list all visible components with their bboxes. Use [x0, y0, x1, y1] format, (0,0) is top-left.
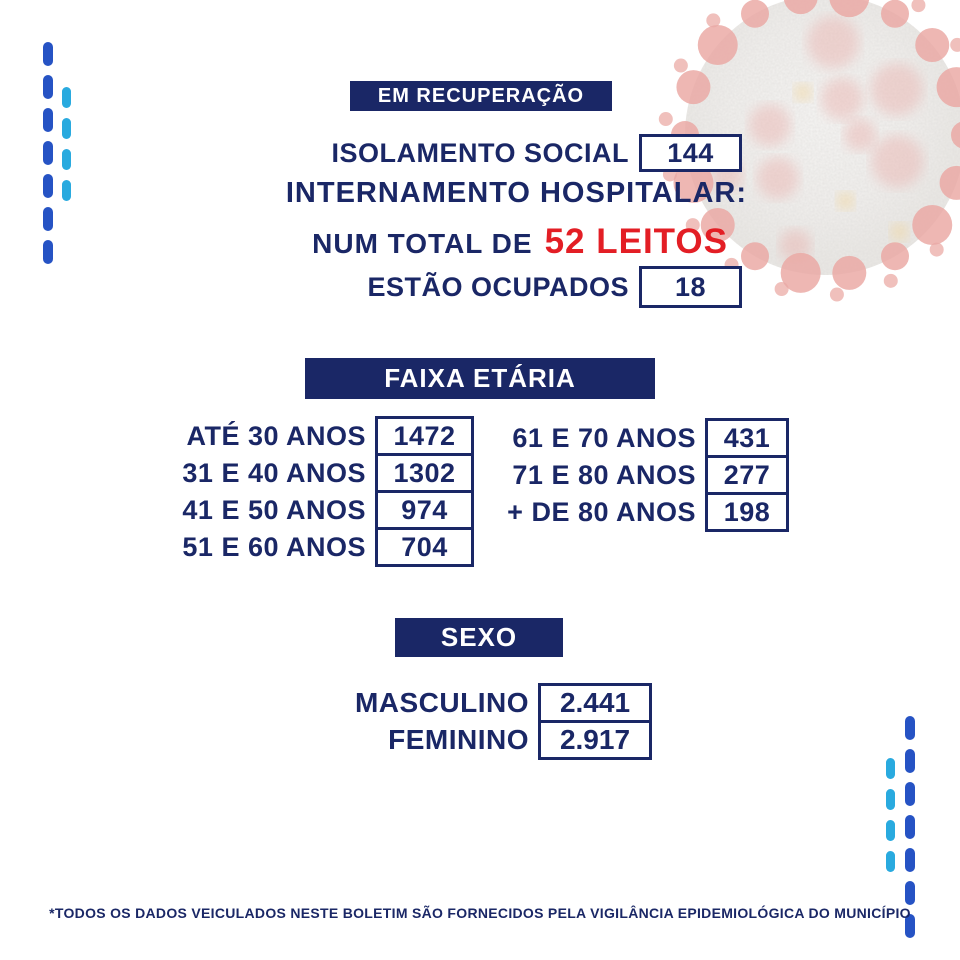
- age-label: 51 E 60 ANOS: [182, 531, 366, 562]
- sex-row: MASCULINO 2.441: [355, 683, 652, 723]
- sex-row: FEMININO 2.917: [388, 720, 652, 760]
- isolamento-social-label: ISOLAMENTO SOCIAL: [331, 137, 629, 168]
- dashed-line-decoration-bottom-right-dark: [905, 716, 915, 947]
- stat-row-estao-ocupados: ESTÃO OCUPADOS 18: [367, 266, 742, 308]
- total-leitos-prefix: NUM TOTAL DE: [312, 228, 533, 259]
- age-value-box: 431: [705, 418, 789, 458]
- total-leitos-highlight: 52 LEITOS: [544, 222, 728, 261]
- age-row: 71 E 80 ANOS 277: [470, 455, 789, 495]
- sex-label: FEMININO: [388, 724, 529, 755]
- isolamento-social-value-box: 144: [639, 134, 742, 172]
- age-value-box: 704: [375, 527, 474, 567]
- age-row: + DE 80 ANOS 198: [470, 492, 789, 532]
- age-label: 71 E 80 ANOS: [512, 459, 696, 490]
- age-label: 41 E 50 ANOS: [182, 494, 366, 525]
- age-value-box: 974: [375, 490, 474, 530]
- sex-value-box: 2.441: [538, 683, 652, 723]
- sex-label: MASCULINO: [354, 687, 529, 718]
- age-label: 31 E 40 ANOS: [182, 457, 366, 488]
- sex-value-box: 2.917: [538, 720, 652, 760]
- section-banner-em-recuperacao: EM RECUPERAÇÃO: [350, 81, 612, 111]
- age-value-box: 277: [705, 455, 789, 495]
- internamento-hospitalar-heading: INTERNAMENTO HOSPITALAR:: [285, 177, 747, 209]
- total-leitos-line: NUM TOTAL DE 52 LEITOS: [312, 222, 728, 262]
- age-row: 51 E 60 ANOS 704: [140, 527, 474, 567]
- age-row: ATÉ 30 ANOS 1472: [140, 416, 474, 456]
- estao-ocupados-label: ESTÃO OCUPADOS: [367, 271, 629, 302]
- stat-row-isolamento-social: ISOLAMENTO SOCIAL 144: [331, 134, 742, 172]
- section-banner-faixa-etaria: FAIXA ETÁRIA: [305, 358, 655, 399]
- dashed-line-decoration-top-left-light: [62, 87, 71, 211]
- age-value-box: 1472: [375, 416, 474, 456]
- age-table-left-column: ATÉ 30 ANOS 1472 31 E 40 ANOS 1302 41 E …: [140, 416, 474, 567]
- section-banner-sexo: SEXO: [395, 618, 563, 657]
- age-row: 41 E 50 ANOS 974: [140, 490, 474, 530]
- age-row: 61 E 70 ANOS 431: [470, 418, 789, 458]
- age-label: ATÉ 30 ANOS: [186, 420, 366, 451]
- dashed-line-decoration-bottom-right-light: [886, 758, 895, 882]
- age-value-box: 198: [705, 492, 789, 532]
- dashed-line-decoration-top-left-dark: [43, 42, 53, 273]
- footer-disclaimer: *TODOS OS DADOS VEICULADOS NESTE BOLETIM…: [49, 905, 911, 921]
- age-row: 31 E 40 ANOS 1302: [140, 453, 474, 493]
- age-label: + DE 80 ANOS: [507, 496, 696, 527]
- age-label: 61 E 70 ANOS: [512, 422, 696, 453]
- age-table-right-column: 61 E 70 ANOS 431 71 E 80 ANOS 277 + DE 8…: [470, 418, 789, 532]
- estao-ocupados-value-box: 18: [639, 266, 742, 308]
- age-value-box: 1302: [375, 453, 474, 493]
- sex-table: MASCULINO 2.441 FEMININO 2.917: [355, 683, 652, 760]
